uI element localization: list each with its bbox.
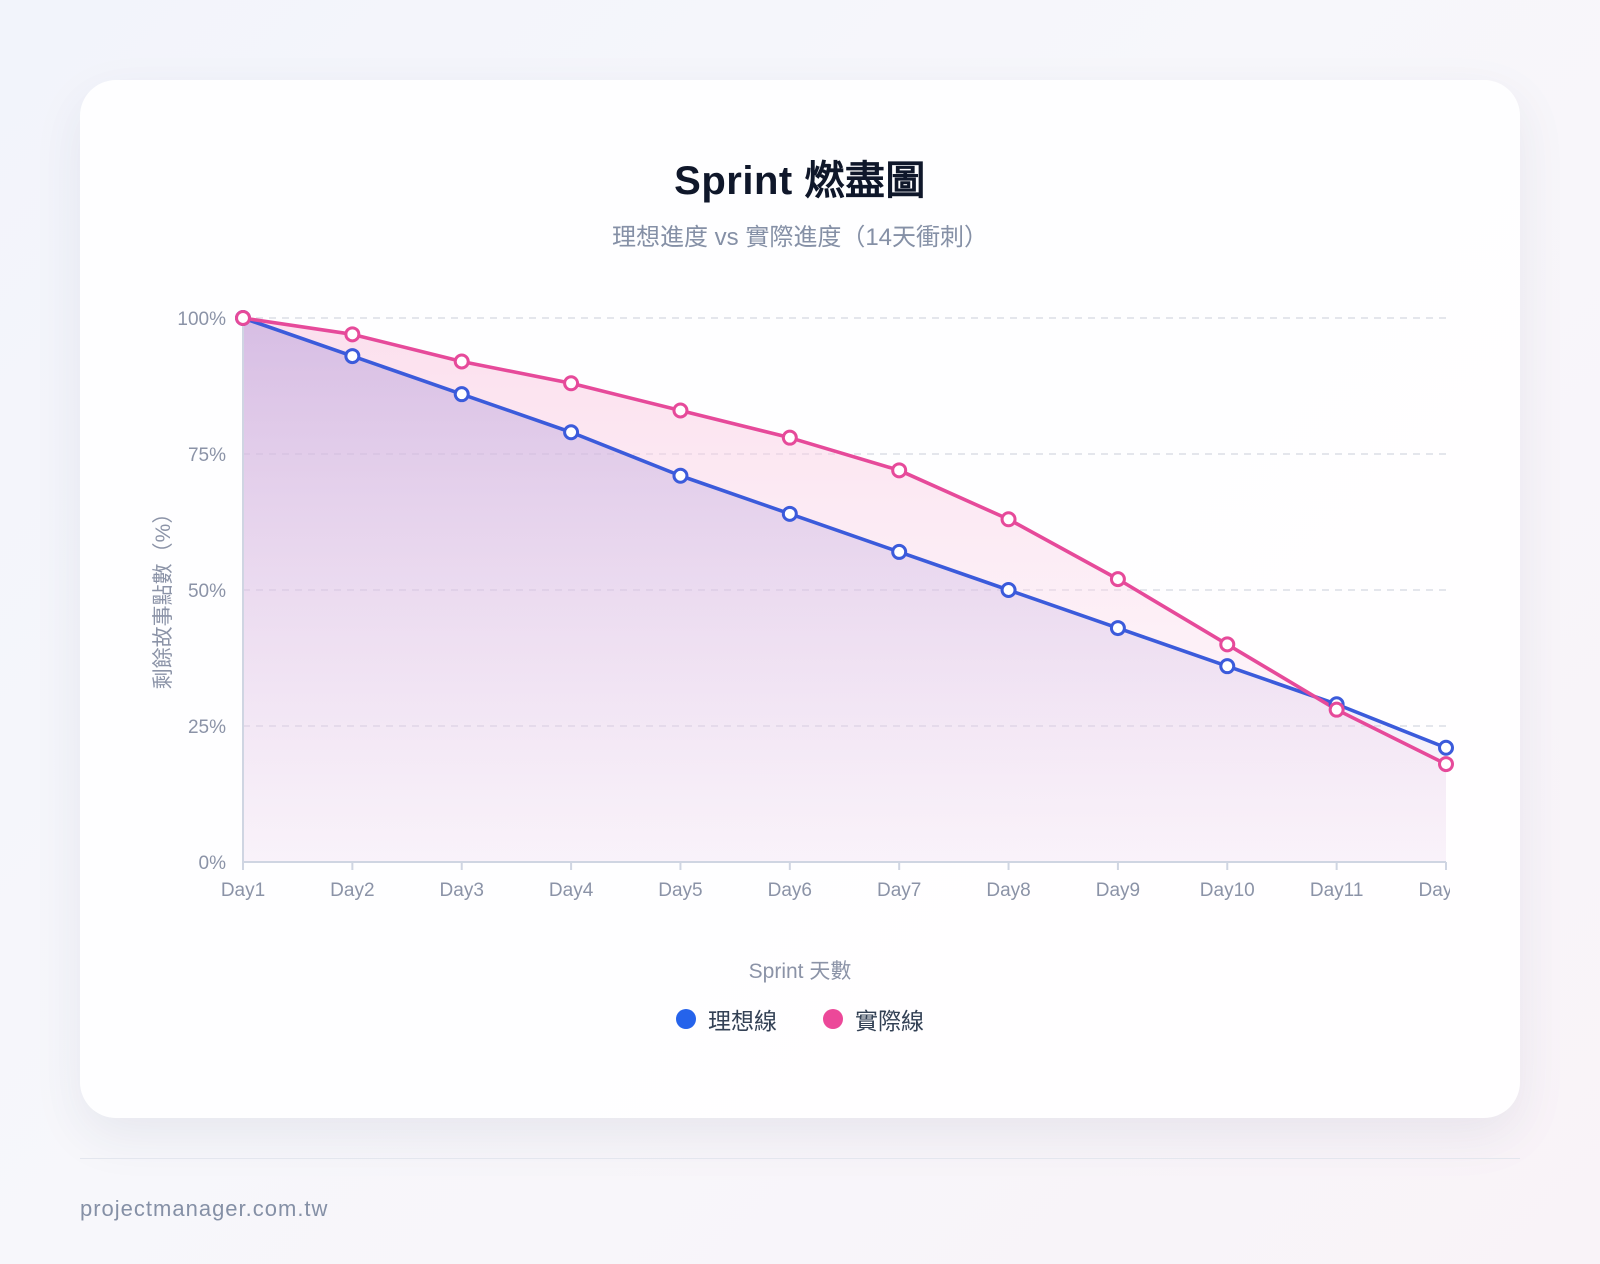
ideal-data-point (891, 543, 908, 560)
ideal-data-point (1109, 620, 1126, 637)
chart-title: Sprint 燃盡圖 (674, 159, 926, 203)
ideal-data-point (344, 348, 361, 365)
x-tick-label: Day8 (986, 880, 1030, 901)
x-tick-label: Day7 (877, 880, 921, 901)
ideal-data-point (781, 505, 798, 522)
legend-ideal-marker (676, 1009, 696, 1029)
x-tick-label: Day6 (768, 880, 812, 901)
actual-data-point (235, 310, 251, 326)
legend: 理想線 實際線 (0, 1002, 1600, 1036)
x-tick-label: Day11 (1310, 880, 1364, 901)
x-tick-label: Day3 (440, 880, 484, 901)
actual-data-point (1328, 701, 1345, 718)
x-tick-label: Day9 (1096, 880, 1140, 901)
x-tick-label: Day1 (221, 880, 265, 901)
x-axis-title: Sprint 天數 (749, 960, 852, 983)
footer-site-link[interactable]: projectmanager.com.tw (80, 1196, 329, 1221)
legend-item-ideal[interactable]: 理想線 (676, 1002, 777, 1036)
ideal-series-line (241, 316, 1448, 750)
legend-item-actual[interactable]: 實際線 (823, 1002, 924, 1036)
ideal-data-point (1438, 739, 1454, 756)
x-tick-label: Day10 (1200, 880, 1255, 901)
x-tick-label: Day5 (658, 880, 702, 901)
y-tick-label: 100% (177, 309, 226, 330)
chart-subtitle: 理想進度 vs 實際進度（14天衝刺） (611, 224, 989, 251)
ideal-data-point (453, 386, 470, 403)
actual-data-point (1000, 511, 1017, 528)
footer-divider (80, 1158, 1520, 1159)
x-tick-label: Day12 (1419, 880, 1474, 901)
ideal-area-fill (243, 318, 1446, 862)
actual-data-point (672, 402, 689, 419)
actual-data-point (891, 462, 908, 479)
actual-data-point (1438, 756, 1454, 773)
actual-data-point (1219, 636, 1236, 653)
actual-data-point (1109, 571, 1126, 588)
x-tick-label: Day2 (330, 880, 374, 901)
actual-data-point (781, 429, 798, 446)
legend-actual-marker (823, 1009, 843, 1029)
ideal-data-point (563, 424, 580, 441)
actual-data-point (563, 375, 580, 392)
y-tick-label: 50% (188, 581, 226, 602)
actual-data-point (344, 326, 361, 343)
y-tick-label: 75% (188, 445, 226, 466)
ideal-data-point (1000, 582, 1017, 598)
ideal-data-point (672, 467, 689, 484)
y-tick-label: 25% (188, 717, 226, 738)
actual-series-line (241, 316, 1448, 766)
y-axis-title: 剩餘故事點數（%） (152, 503, 175, 690)
ideal-data-point (1219, 658, 1236, 675)
y-tick-label: 0% (199, 853, 227, 874)
actual-data-point (453, 353, 470, 370)
legend-ideal-label: 理想線 (708, 1008, 777, 1034)
legend-actual-label: 實際線 (855, 1008, 924, 1034)
x-tick-label: Day4 (549, 880, 594, 901)
